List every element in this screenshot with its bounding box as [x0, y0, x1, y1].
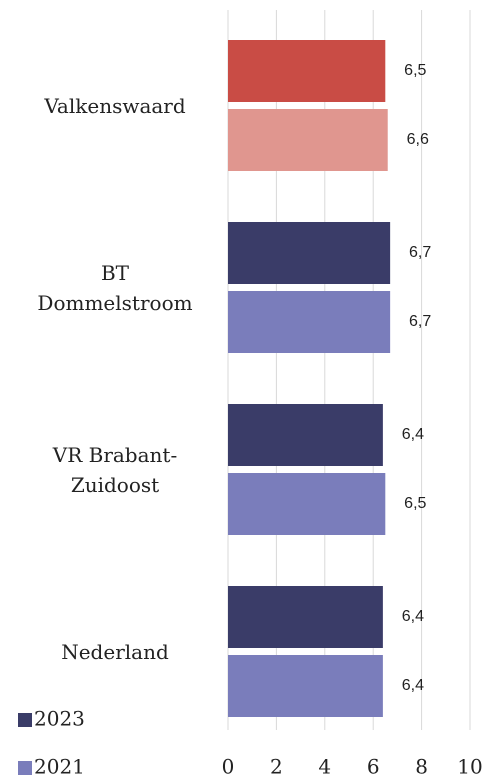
category-label: Nederland	[61, 639, 169, 664]
x-tick-label: 10	[457, 755, 482, 779]
legend-swatch	[18, 761, 32, 775]
value-label: 6,4	[402, 677, 424, 694]
bar	[228, 291, 391, 353]
x-tick-label: 2	[270, 755, 283, 779]
bar	[228, 586, 383, 648]
bar	[228, 473, 386, 535]
bar	[228, 404, 383, 466]
category-label: VR Brabant-Zuidoost	[52, 442, 178, 497]
value-label: 6,7	[409, 244, 431, 261]
value-label: 6,6	[407, 131, 429, 148]
value-label: 6,7	[409, 313, 431, 330]
bar	[228, 222, 391, 284]
value-label: 6,4	[402, 608, 424, 625]
x-tick-label: 0	[222, 755, 235, 779]
value-label: 6,5	[404, 495, 426, 512]
legend-label: 2021	[34, 755, 85, 779]
bar	[228, 655, 383, 717]
value-label: 6,5	[404, 62, 426, 79]
category-label: Valkenswaard	[44, 93, 186, 118]
x-tick-label: 4	[318, 755, 331, 779]
x-tick-label: 8	[415, 755, 428, 779]
bar	[228, 109, 388, 171]
value-label: 6,4	[402, 426, 424, 443]
legend-swatch	[18, 713, 32, 727]
bar	[228, 40, 386, 102]
x-tick-label: 6	[367, 755, 380, 779]
legend-label: 2023	[34, 707, 85, 731]
category-label: BT Dommelstroom	[37, 260, 193, 315]
